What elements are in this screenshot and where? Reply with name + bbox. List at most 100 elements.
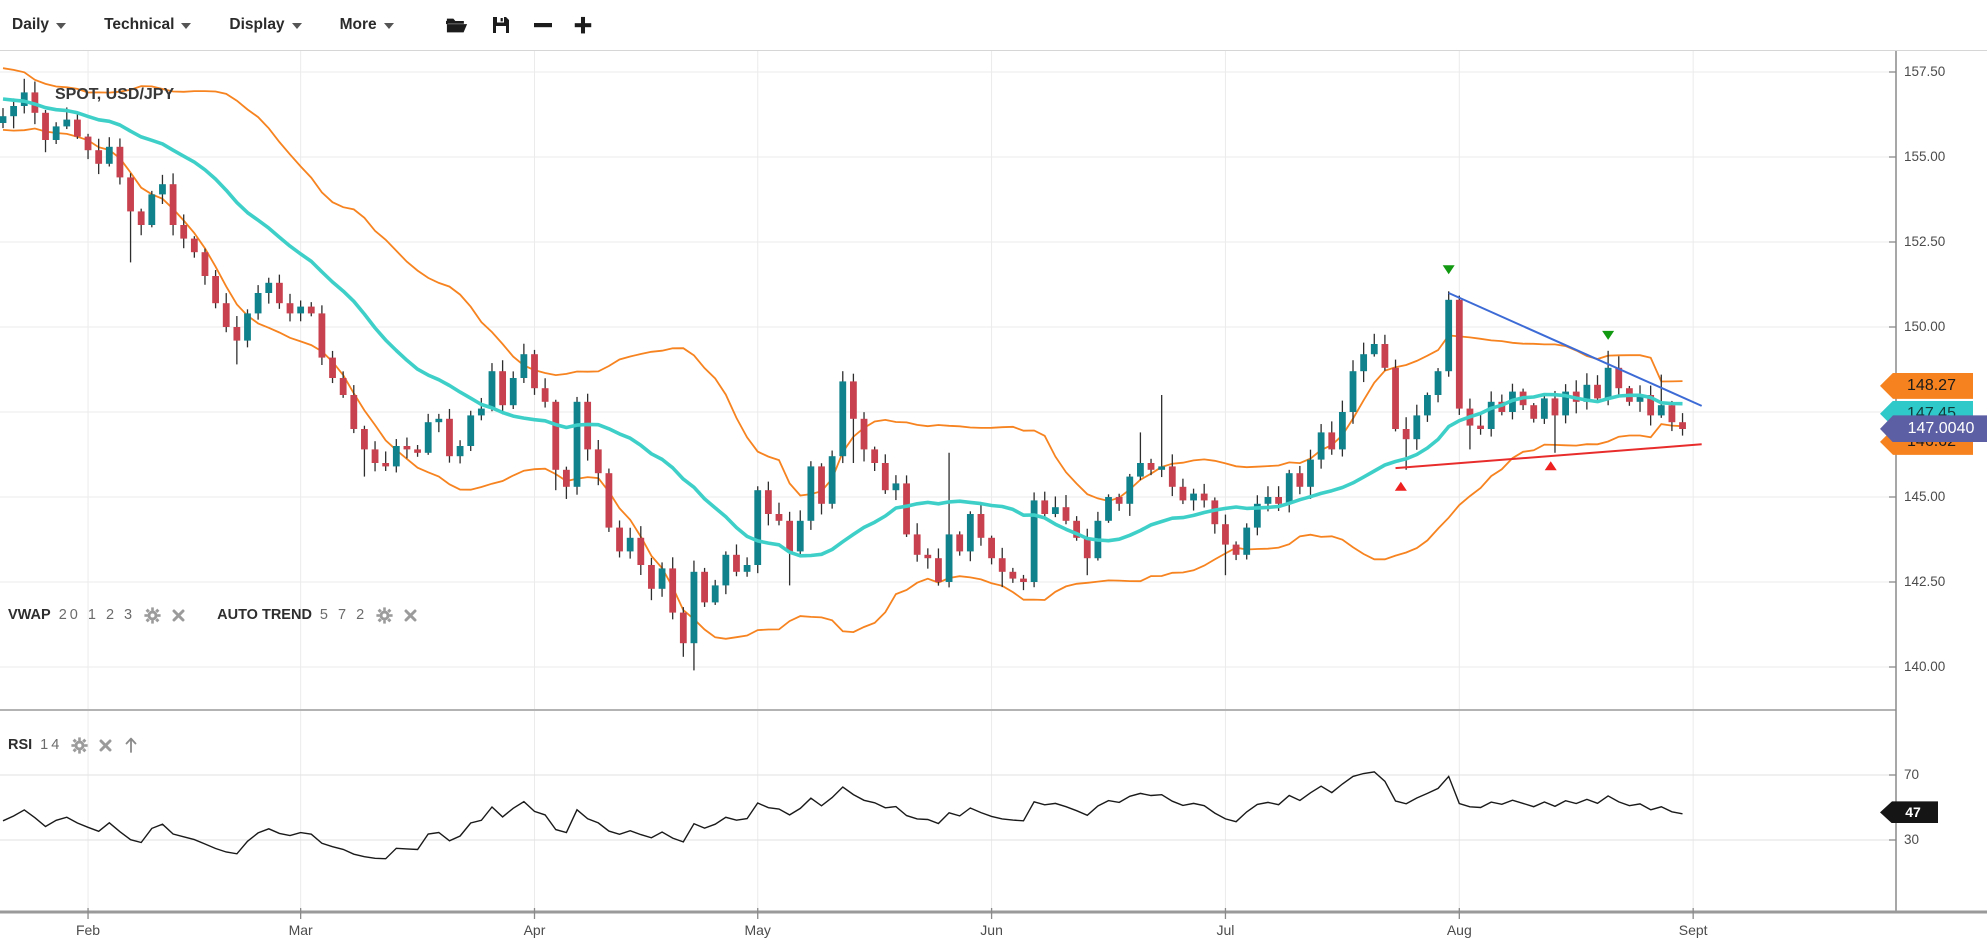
candle-body <box>552 401 560 470</box>
candle-body <box>329 357 336 378</box>
month-label: Mar <box>288 922 313 938</box>
candle-body <box>754 490 762 565</box>
candle-body <box>860 418 868 450</box>
price-badge-147.0040: 147.0040 <box>1880 415 1987 443</box>
swing-high-marker <box>1442 265 1455 275</box>
candle-body <box>1392 367 1399 429</box>
candle-body <box>733 554 740 572</box>
candle-body <box>679 612 687 644</box>
candle-body <box>1307 459 1314 487</box>
price-badge-148.27: 148.27 <box>1880 372 1973 399</box>
arrow-up-icon <box>125 737 137 753</box>
candle-body <box>562 469 570 487</box>
candle-body <box>1073 520 1081 538</box>
zoom-in-button[interactable] <box>566 8 600 42</box>
more-dropdown-label: More <box>339 16 377 33</box>
candle-body <box>828 456 836 504</box>
candle-body <box>499 371 507 406</box>
candle-body <box>1051 507 1059 514</box>
candle-body <box>1158 466 1166 470</box>
candle-body <box>1530 405 1538 419</box>
candle-body <box>1445 299 1453 372</box>
candle-body <box>1487 401 1495 429</box>
autotrend-remove-button[interactable] <box>401 606 419 624</box>
price-tick-label: 152.50 <box>1904 234 1946 249</box>
display-dropdown[interactable]: Display <box>219 10 311 40</box>
vwap-remove-button[interactable] <box>169 606 187 624</box>
rsi-badge-47: 47 <box>1880 801 1938 824</box>
candle-body <box>871 449 879 463</box>
candle-body <box>988 537 995 559</box>
toolbar: Daily Technical Display More <box>0 0 1987 51</box>
band-lower-line <box>2 127 1683 640</box>
price-tick-label: 155.00 <box>1904 149 1946 164</box>
candle-body <box>1338 412 1346 450</box>
candle-body <box>1679 422 1686 429</box>
candle-body <box>201 252 209 276</box>
candle-body <box>0 116 7 123</box>
candle-body <box>935 558 942 582</box>
candle-body <box>892 483 900 491</box>
candle-body <box>1615 367 1623 389</box>
candle-body <box>1253 503 1261 528</box>
candle-body <box>1583 384 1591 402</box>
autotrend-settings-button[interactable] <box>375 606 393 624</box>
swing-low-marker <box>1544 461 1557 471</box>
candle-body <box>435 418 443 423</box>
price-tick-label: 140.00 <box>1904 659 1946 674</box>
candle-body <box>105 146 113 164</box>
candle-body <box>669 568 677 613</box>
candle-body <box>966 514 974 552</box>
candle-body <box>371 449 379 463</box>
candle-body <box>446 418 453 457</box>
more-dropdown[interactable]: More <box>330 10 404 40</box>
candle-body <box>488 371 496 409</box>
rsi-remove-button[interactable] <box>96 736 114 754</box>
open-file-button[interactable] <box>440 8 474 42</box>
candle-body <box>1232 544 1240 555</box>
rsi-settings-button[interactable] <box>70 736 88 754</box>
save-button[interactable] <box>484 8 518 42</box>
candle-body <box>233 327 241 341</box>
candle-body <box>42 112 49 140</box>
month-label: Apr <box>523 922 546 938</box>
timeframe-dropdown[interactable]: Daily <box>2 10 76 40</box>
candle-body <box>137 211 145 225</box>
zoom-out-button[interactable] <box>526 8 560 42</box>
candle-body <box>1594 384 1601 399</box>
trendline-resistance <box>1448 292 1703 407</box>
technical-dropdown[interactable]: Technical <box>94 10 201 40</box>
rsi-tick-label: 30 <box>1904 832 1920 847</box>
candle-body <box>1424 395 1431 416</box>
vwap-legend: VWAP 20 1 2 3 <box>8 606 419 624</box>
candle-body <box>297 306 305 314</box>
candle-body <box>456 446 464 457</box>
candle-body <box>275 282 283 304</box>
candle-body <box>1062 507 1070 521</box>
candle-body <box>924 554 932 559</box>
technical-dropdown-label: Technical <box>104 16 175 33</box>
candle-body <box>1562 391 1570 416</box>
candle-body <box>1455 299 1463 409</box>
candle-body <box>818 466 825 504</box>
candle-body <box>148 194 156 225</box>
candle-body <box>1020 578 1027 582</box>
candle-body <box>212 276 219 304</box>
candle-body <box>1168 466 1176 487</box>
rsi-move-up-button[interactable] <box>122 736 140 754</box>
candle-body <box>84 136 92 151</box>
candle-body <box>711 585 719 603</box>
candle-body <box>1030 500 1038 582</box>
candle-body <box>52 126 60 140</box>
candle-body <box>1137 463 1144 477</box>
vwap-settings-button[interactable] <box>143 606 161 624</box>
candle-body <box>1211 500 1219 525</box>
candle-body <box>605 473 613 528</box>
candle-body <box>382 463 390 467</box>
close-icon <box>99 739 112 751</box>
candle-body <box>307 306 315 314</box>
candle-body <box>414 449 421 453</box>
